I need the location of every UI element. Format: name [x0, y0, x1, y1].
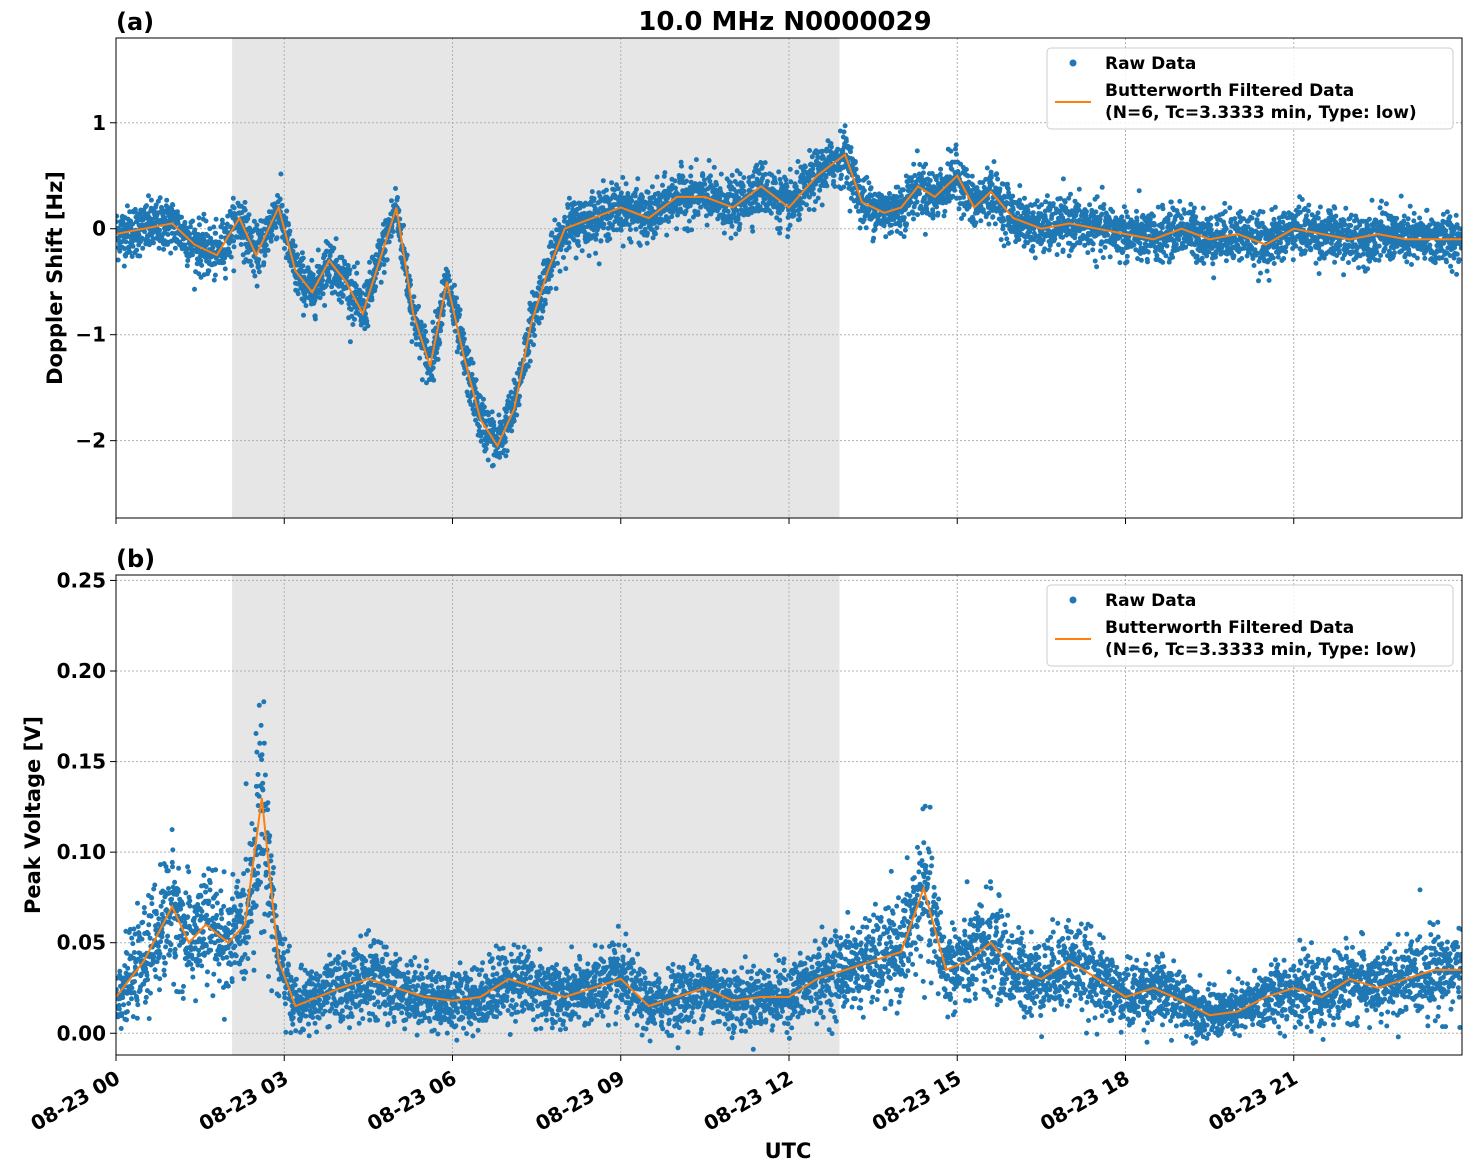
- legend-raw-marker: [1069, 596, 1077, 604]
- y-tick-label: 1: [92, 111, 106, 135]
- legend-raw-label: Raw Data: [1105, 591, 1196, 611]
- y-tick-label: 0.15: [57, 750, 106, 774]
- legend-raw-marker: [1069, 59, 1077, 67]
- y-tick-label: 0.00: [57, 1021, 106, 1045]
- y-tick-label: 0.05: [57, 931, 106, 955]
- y-tick-label: 0.25: [57, 568, 106, 592]
- plot-area: [116, 123, 1462, 469]
- raw-data-points: [116, 699, 1462, 1052]
- x-tick-label: 08-23 21: [1204, 1066, 1302, 1136]
- y-tick-label: 0.10: [57, 840, 106, 864]
- x-tick-label: 08-23 06: [363, 1066, 461, 1136]
- y-tick-label: 0: [92, 217, 106, 241]
- x-tick-label: 08-23 15: [868, 1066, 966, 1136]
- y-axis-label: Doppler Shift [Hz]: [43, 171, 67, 385]
- filtered-line: [116, 152, 1462, 448]
- x-tick-label: 08-23 00: [26, 1066, 124, 1136]
- legend: Raw Data Butterworth Filtered Data(N=6, T…: [1046, 584, 1454, 667]
- legend-filtered-params: (N=6, Tc=3.3333 min, Type: low): [1105, 103, 1417, 123]
- y-axis-label: Peak Voltage [V]: [21, 716, 45, 914]
- y-tick-label: 0.20: [57, 659, 106, 683]
- legend-box: [1046, 47, 1454, 130]
- legend: Raw Data Butterworth Filtered Data(N=6, T…: [1046, 47, 1454, 130]
- legend-filtered-label: Butterworth Filtered Data: [1105, 618, 1354, 638]
- x-axis-label: UTC: [765, 1139, 812, 1163]
- plot-area: [116, 699, 1462, 1052]
- figure-title: 10.0 MHz N0000029: [638, 7, 931, 37]
- x-tick-label: 08-23 18: [1036, 1066, 1134, 1136]
- raw-data-points: [116, 123, 1462, 469]
- doppler-panel: −2 −1 0 1 (a) Doppler Shift [Hz] Raw Data Butte…: [43, 8, 1463, 524]
- y-tick-label: −2: [75, 429, 106, 453]
- x-tick-label: 08-23 12: [699, 1066, 797, 1136]
- legend-filtered-params: (N=6, Tc=3.3333 min, Type: low): [1105, 640, 1417, 660]
- y-tick-label: −1: [75, 323, 106, 347]
- panel-label: (a): [116, 8, 154, 36]
- x-tick-label: 08-23 09: [531, 1066, 629, 1136]
- legend-filtered-label: Butterworth Filtered Data: [1105, 81, 1354, 101]
- filtered-line: [116, 797, 1462, 1017]
- x-tick-label: 08-23 03: [195, 1066, 293, 1136]
- legend-raw-label: Raw Data: [1105, 54, 1196, 74]
- legend-box: [1046, 584, 1454, 667]
- voltage-panel: 0.00 0.05 0.10 0.15 0.20 0.25 08-23 00 08-23 03…: [21, 545, 1463, 1136]
- panel-label: (b): [116, 545, 155, 573]
